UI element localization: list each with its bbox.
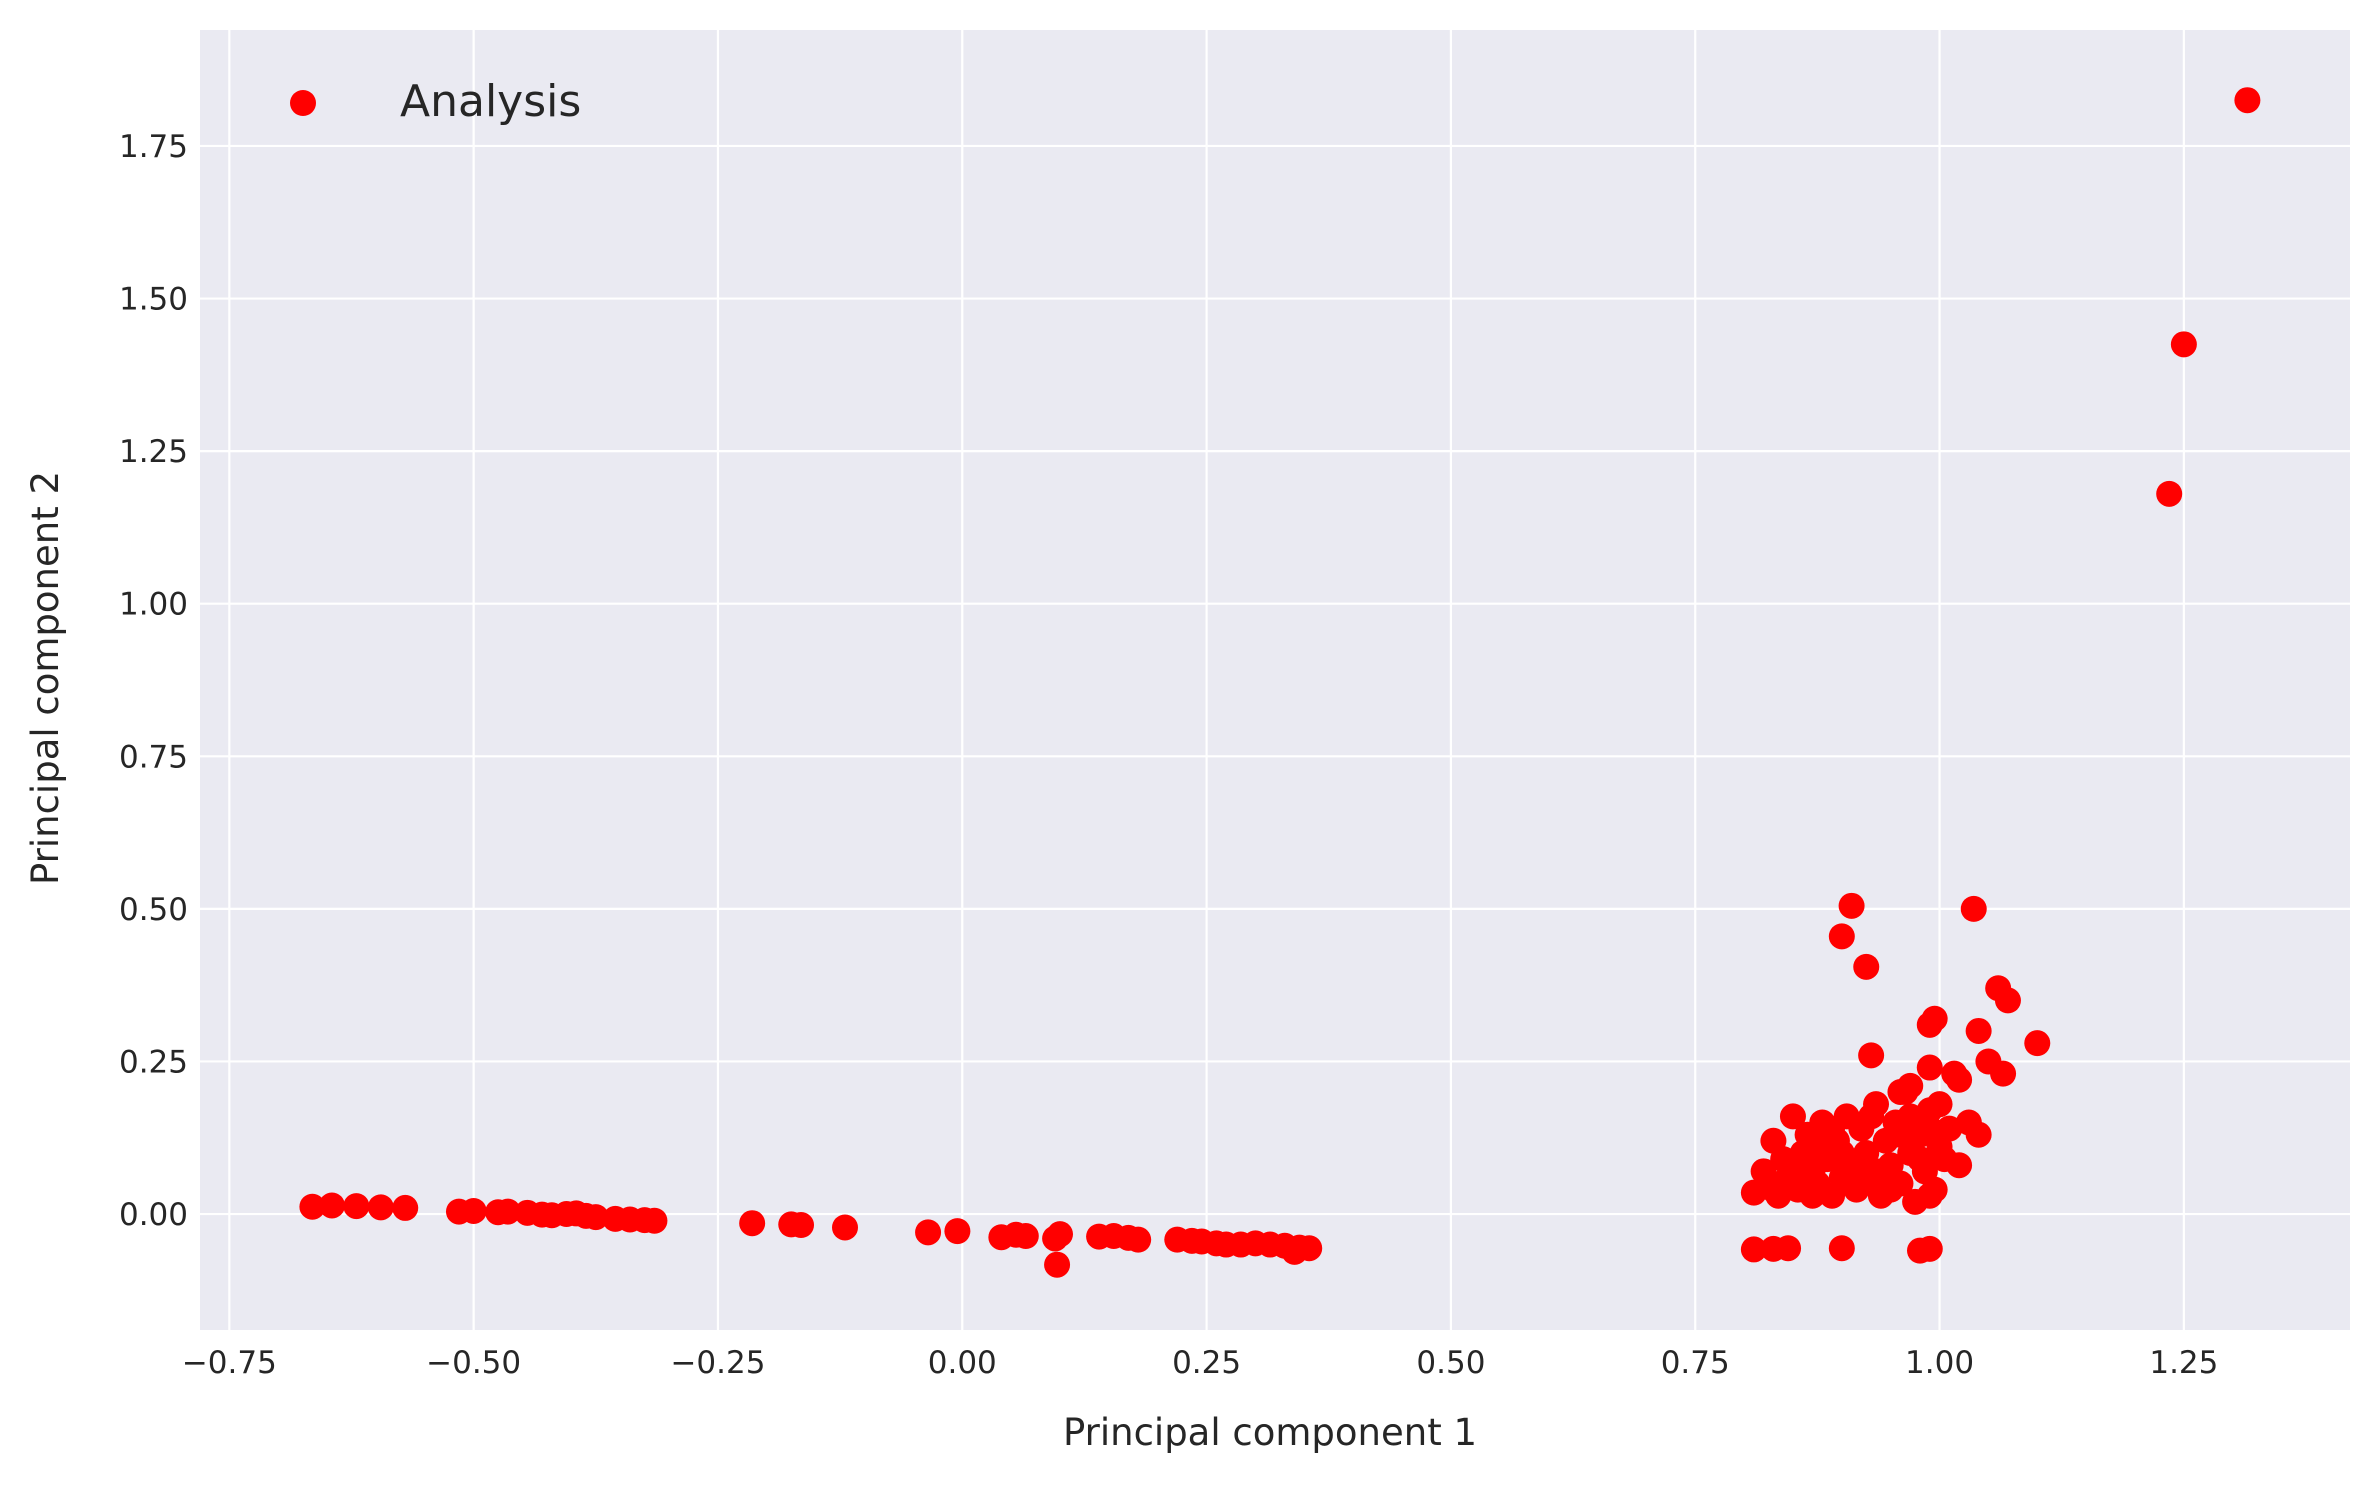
data-point: [944, 1218, 971, 1245]
data-point: [494, 1198, 521, 1225]
data-point: [1916, 1182, 1943, 1209]
data-point: [582, 1204, 609, 1231]
data-point: [1047, 1221, 1073, 1248]
data-point: [739, 1210, 766, 1237]
y-tick-label: 0.75: [119, 739, 188, 775]
y-tick-label: 1.50: [119, 282, 188, 318]
x-tick-label: 0.00: [928, 1345, 997, 1381]
y-tick-label: 1.00: [119, 587, 188, 623]
legend-marker: [290, 90, 316, 116]
y-tick-label: 0.25: [119, 1044, 188, 1080]
data-point: [1965, 1121, 1992, 1148]
data-point: [460, 1197, 487, 1224]
data-point: [1125, 1226, 1152, 1253]
data-point: [299, 1193, 326, 1220]
data-point: [1775, 1235, 1802, 1262]
data-point: [915, 1219, 942, 1246]
x-tick-label: 0.25: [1172, 1345, 1241, 1381]
data-point: [1838, 892, 1865, 919]
data-point: [1887, 1078, 1914, 1105]
x-axis-title: Principal component 1: [1063, 1411, 1477, 1454]
x-tick-label: 0.75: [1661, 1345, 1730, 1381]
y-tick-label: 1.25: [119, 434, 188, 470]
x-tick-labels: −0.75 −0.50 −0.25 0.00 0.25 0.50 0.75 1.00 1.25: [182, 1345, 2219, 1381]
data-point: [1994, 987, 2021, 1014]
data-points: [299, 87, 2261, 1278]
data-point: [343, 1193, 370, 1220]
data-point: [1946, 1152, 1973, 1179]
data-point: [2234, 87, 2261, 114]
y-tick-label: 0.50: [119, 892, 188, 928]
y-tick-label: 0.00: [119, 1197, 188, 1233]
data-point: [1740, 1236, 1767, 1263]
data-point: [1012, 1223, 1039, 1250]
data-point: [1946, 1066, 1973, 1093]
data-point: [1858, 1103, 1885, 1130]
data-point: [1960, 895, 1987, 922]
data-point: [1926, 1091, 1953, 1118]
data-point: [1853, 953, 1880, 980]
data-point: [1779, 1103, 1806, 1130]
data-point: [1907, 1146, 1933, 1173]
x-tick-label: −0.50: [426, 1345, 521, 1381]
legend-label: Analysis: [400, 76, 581, 127]
data-point: [1281, 1238, 1308, 1265]
data-point: [641, 1207, 668, 1234]
data-point: [2024, 1030, 2051, 1057]
data-point: [392, 1194, 419, 1221]
x-tick-label: 1.00: [1905, 1345, 1974, 1381]
data-point: [367, 1194, 394, 1221]
legend: Analysis: [290, 76, 581, 127]
data-point: [2170, 331, 2197, 358]
data-point: [1819, 1115, 1846, 1142]
data-point: [1828, 1235, 1855, 1262]
plot-background: [200, 30, 2350, 1330]
data-point: [1921, 1005, 1948, 1032]
y-axis-title: Principal component 2: [24, 471, 67, 885]
data-point: [1858, 1042, 1885, 1069]
data-point: [1044, 1251, 1071, 1278]
data-point: [1936, 1115, 1963, 1142]
grid-lines: [200, 30, 2350, 1330]
data-point: [1760, 1176, 1787, 1203]
data-point: [1990, 1060, 2017, 1087]
data-point: [2156, 480, 2183, 507]
x-tick-label: −0.25: [670, 1345, 765, 1381]
data-point: [318, 1192, 345, 1219]
data-point: [1916, 1054, 1943, 1081]
data-point: [1916, 1115, 1943, 1142]
y-tick-labels: 0.00 0.25 0.50 0.75 1.00 1.25 1.50 1.75: [119, 129, 188, 1233]
data-point: [1965, 1017, 1992, 1044]
data-point: [788, 1212, 815, 1239]
data-point: [1838, 1170, 1865, 1197]
x-tick-label: −0.75: [182, 1345, 277, 1381]
data-point: [832, 1214, 858, 1241]
data-point: [1799, 1182, 1826, 1209]
x-tick-label: 0.50: [1416, 1345, 1485, 1381]
x-tick-label: 1.25: [2149, 1345, 2218, 1381]
data-point: [1828, 923, 1855, 950]
data-point: [1897, 1103, 1924, 1130]
data-point: [1779, 1152, 1806, 1179]
y-tick-label: 1.75: [119, 129, 188, 165]
data-point: [1916, 1235, 1943, 1262]
data-point: [1828, 1140, 1855, 1167]
data-point: [1877, 1176, 1904, 1203]
data-point: [1848, 1146, 1875, 1173]
